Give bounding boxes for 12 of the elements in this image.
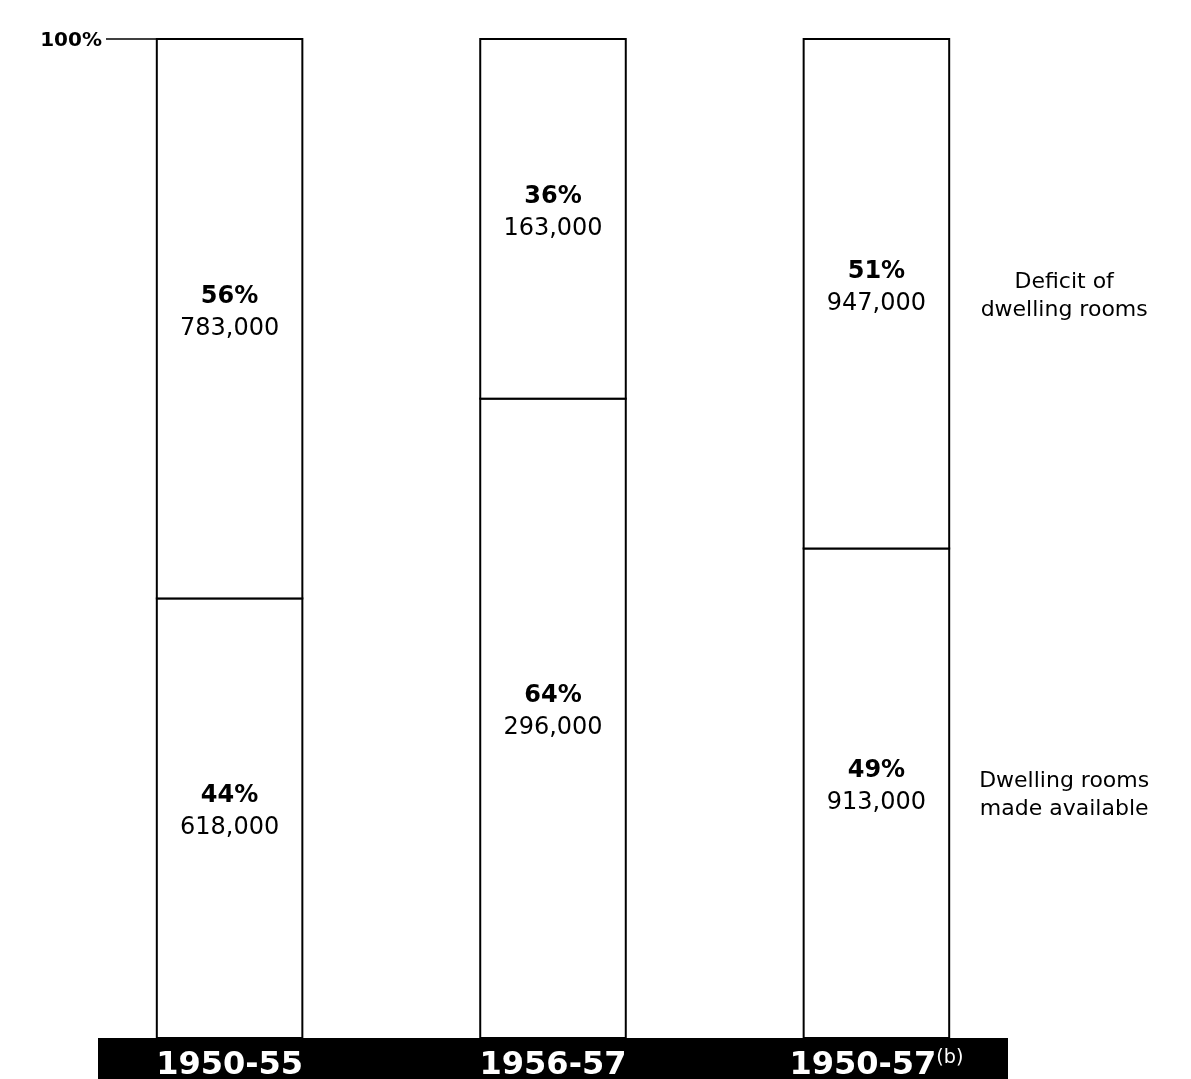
data-label: 56% 783,000 <box>179 280 280 341</box>
data-label: 44% 618,000 <box>179 780 280 841</box>
data-label: 36% 163,000 <box>503 180 603 241</box>
data-label: 64% 296,000 <box>503 680 603 741</box>
series-label: Dwelling rooms made available <box>979 767 1150 821</box>
annotation: 100% <box>40 27 102 51</box>
x-tick-label: 1950-57$^{(b)}$ <box>789 1044 964 1079</box>
x-tick-label: 1950-55 <box>156 1044 304 1079</box>
data-label: 49% 913,000 <box>826 755 927 816</box>
series-label: Deficit of dwelling rooms <box>980 267 1148 321</box>
x-tick-label: 1956-57 <box>479 1044 627 1079</box>
data-label: 51% 947,000 <box>826 255 927 316</box>
